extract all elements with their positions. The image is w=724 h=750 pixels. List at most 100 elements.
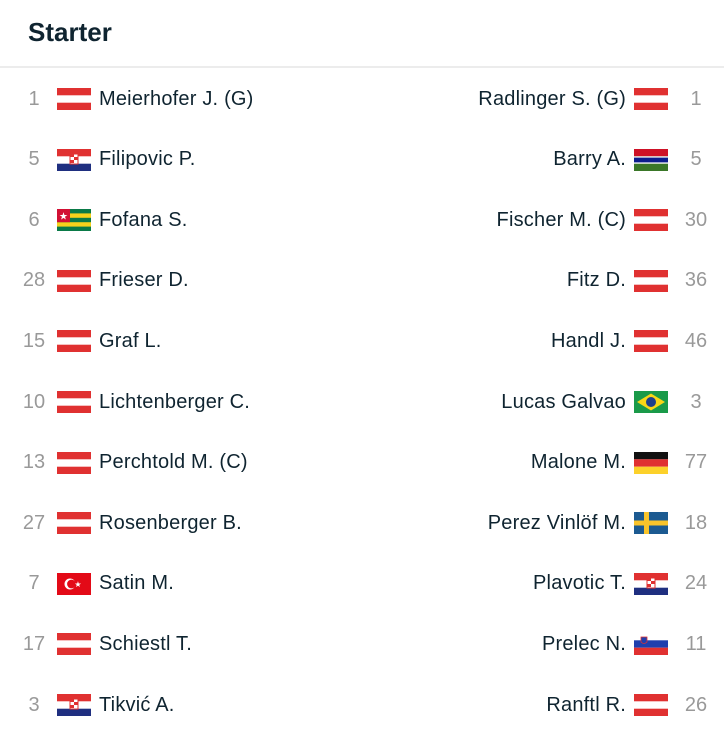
player-number: 1	[690, 87, 702, 110]
player-name: Handl J.	[551, 329, 626, 352]
player-name: Plavotic T.	[533, 572, 626, 595]
player-name: Meierhofer J. (G)	[99, 87, 254, 110]
away-player[interactable]: Fitz D. 36	[567, 261, 724, 301]
flag-austria-icon	[57, 633, 91, 656]
player-number: 7	[28, 572, 40, 595]
section-title: Starter	[28, 16, 112, 47]
flag-croatia-icon	[57, 694, 91, 716]
home-player[interactable]: 5 Filipovic P.	[0, 140, 196, 180]
player-number: 18	[684, 511, 708, 534]
player-name: Satin M.	[99, 572, 174, 595]
flag-austria-icon	[57, 512, 91, 535]
player-name: Ranftl R.	[546, 693, 626, 716]
flag-austria-icon	[634, 694, 668, 716]
player-name: Fitz D.	[566, 269, 626, 292]
player-name: Perez Vinlöf M.	[487, 511, 626, 534]
player-name: Frieser D.	[99, 269, 189, 292]
player-name: Rosenberger B.	[99, 511, 242, 534]
player-name: Radlinger S. (G)	[478, 87, 626, 110]
away-player[interactable]: Prelec N. 11	[542, 624, 724, 664]
player-number: 5	[28, 148, 40, 171]
away-player[interactable]: Radlinger S. (G) 1	[478, 79, 724, 119]
away-player[interactable]: Plavotic T. 24	[533, 564, 724, 604]
away-player[interactable]: Handl J. 46	[551, 321, 724, 361]
player-name: Graf L.	[99, 329, 162, 352]
flag-sweden-icon	[634, 512, 668, 535]
flag-austria-icon	[57, 330, 91, 353]
flag-austria-icon	[634, 209, 668, 232]
flag-austria-icon	[57, 451, 91, 474]
lineup-row: 6 ★ Fofana S. Fischer M. (C) 30	[0, 200, 724, 240]
player-name: Lichtenberger C.	[99, 390, 251, 413]
player-name: Fofana S.	[99, 208, 188, 231]
player-number: 11	[685, 632, 707, 655]
player-name: Schiestl T.	[99, 632, 192, 655]
lineup-row: 15 Graf L. Handl J. 46	[0, 321, 724, 361]
away-player[interactable]: Malone M. 77	[531, 443, 724, 483]
lineup-row: 1 Meierhofer J. (G) Radlinger S. (G) 1	[0, 79, 724, 119]
flag-brazil-icon	[634, 391, 668, 413]
flag-croatia-icon	[57, 148, 91, 171]
home-player[interactable]: 7 ★ Satin M.	[0, 564, 174, 604]
player-number: 3	[690, 390, 702, 413]
player-number: 30	[684, 208, 708, 231]
away-player[interactable]: Barry A. 5	[553, 140, 724, 180]
flag-austria-icon	[634, 88, 668, 110]
player-number: 5	[690, 148, 702, 171]
flag-austria-icon	[57, 391, 91, 413]
home-player[interactable]: 6 ★ Fofana S.	[0, 200, 188, 240]
flag-austria-icon	[57, 88, 91, 110]
lineup-row: 5 Filipovic P. Barry A. 5	[0, 140, 724, 180]
home-player[interactable]: 28 Frieser D.	[0, 261, 189, 301]
player-number: 6	[28, 208, 40, 231]
lineup-row: 3 Tikvić A. Ranftl R. 26	[0, 685, 724, 725]
section-header: Starter	[0, 0, 724, 68]
flag-germany-icon	[634, 451, 668, 474]
away-player[interactable]: Lucas Galvao 3	[501, 382, 724, 422]
lineup-row: 27 Rosenberger B. Perez Vinlöf M. 18	[0, 503, 724, 543]
flag-turkey-icon: ★	[57, 572, 91, 595]
player-number: 17	[22, 632, 46, 655]
lineup-row: 7 ★ Satin M. Plavotic T. 24	[0, 564, 724, 604]
lineup-row: 17 Schiestl T. Prelec N. 11	[0, 624, 724, 664]
flag-croatia-icon	[634, 572, 668, 595]
home-player[interactable]: 15 Graf L.	[0, 321, 162, 361]
home-player[interactable]: 13 Perchtold M. (C)	[0, 443, 248, 483]
player-number: 36	[684, 269, 708, 292]
player-name: Malone M.	[530, 451, 626, 474]
player-number: 27	[22, 511, 46, 534]
home-player[interactable]: 17 Schiestl T.	[0, 624, 192, 664]
home-player[interactable]: 1 Meierhofer J. (G)	[0, 79, 254, 119]
svg-text:★: ★	[59, 212, 68, 223]
away-player[interactable]: Fischer M. (C) 30	[497, 200, 724, 240]
away-player[interactable]: Ranftl R. 26	[546, 685, 724, 725]
lineup-row: 13 Perchtold M. (C) Malone M. 77	[0, 443, 724, 483]
flag-austria-icon	[57, 269, 91, 292]
flag-slovenia-icon	[634, 633, 668, 656]
away-player[interactable]: Perez Vinlöf M. 18	[488, 503, 724, 543]
svg-text:★: ★	[74, 580, 81, 589]
player-number: 26	[684, 693, 708, 716]
player-name: Perchtold M. (C)	[99, 451, 248, 474]
player-name: Filipovic P.	[99, 148, 196, 171]
player-number: 13	[22, 451, 46, 474]
lineup-row: 28 Frieser D. Fitz D. 36	[0, 261, 724, 301]
flag-togo-icon: ★	[57, 209, 91, 232]
player-name: Fischer M. (C)	[496, 208, 626, 231]
home-player[interactable]: 27 Rosenberger B.	[0, 503, 242, 543]
flag-gambia-icon	[634, 148, 668, 171]
player-number: 46	[684, 329, 708, 352]
player-number: 77	[684, 451, 708, 474]
player-number: 28	[22, 269, 46, 292]
player-number: 3	[28, 693, 40, 716]
flag-austria-icon	[634, 330, 668, 353]
player-name: Tikvić A.	[99, 693, 175, 716]
player-number: 24	[684, 572, 708, 595]
flag-austria-icon	[634, 269, 668, 292]
lineup-row: 10 Lichtenberger C. Lucas Galvao 3	[0, 382, 724, 422]
home-player[interactable]: 10 Lichtenberger C.	[0, 382, 250, 422]
player-number: 10	[22, 390, 46, 413]
player-name: Prelec N.	[541, 632, 626, 655]
home-player[interactable]: 3 Tikvić A.	[0, 685, 175, 725]
player-name: Barry A.	[553, 148, 626, 171]
